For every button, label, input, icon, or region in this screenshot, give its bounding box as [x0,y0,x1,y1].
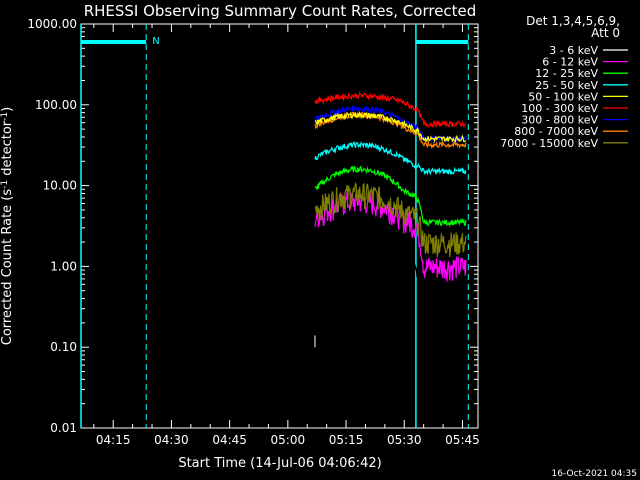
night-label: N [152,36,159,47]
series-line [314,110,466,144]
y-tick-label: 10.00 [43,179,77,193]
series-line [314,181,467,258]
legend-label: 6 - 12 keV [542,56,598,69]
legend-label: 300 - 800 keV [521,114,598,127]
x-tick-label: 05:45 [445,433,480,447]
y-axis-label-mid: detector [0,120,15,180]
legend-label: 12 - 25 keV [535,67,598,80]
y-axis-label-end: ) [0,107,15,112]
footer-date: 16-Oct-2021 04:35 [552,469,637,479]
x-tick-label: 05:15 [329,433,364,447]
x-axis-label: Start Time (14-Jul-06 04:06:42) [178,456,381,471]
x-tick-label: 04:30 [154,433,189,447]
y-tick-label: 1.00 [50,259,77,273]
chart-title: RHESSI Observing Summary Count Rates, Co… [84,2,477,20]
x-tick-label: 04:45 [212,433,247,447]
legend-header-detectors: Det 1,3,4,5,6,9, [526,14,620,28]
legend-label: 50 - 100 keV [528,90,598,103]
series-line [314,165,467,228]
x-tick-label: 05:30 [387,433,422,447]
y-tick-label: 100.00 [35,98,77,112]
y-axis: 0.01 0.10 1.00 10.00 100.00 1000.00 [27,17,478,435]
series-line [314,141,467,176]
legend-label: 800 - 7000 keV [514,125,598,138]
y-tick-label: 0.01 [50,421,77,435]
y-tick-label: 1000.00 [27,17,77,31]
x-axis: 04:15 04:30 04:45 05:00 05:15 05:30 05:45 [93,24,480,447]
data-series [314,91,467,348]
y-axis-label-sup1: -1 [0,180,10,189]
y-tick-label: 0.10 [50,340,77,354]
legend-label: 100 - 300 keV [521,102,598,115]
y-axis-label-main: Corrected Count Rate (s [0,189,15,346]
series-line [314,91,467,129]
y-axis-label: Corrected Count Rate (s-1 detector-1) [0,107,15,345]
legend-label: 25 - 50 keV [535,79,598,92]
x-tick-label: 04:15 [96,433,131,447]
y-axis-label-sup2: -1 [0,112,10,121]
legend-header-attenuator: Att 0 [591,26,620,40]
x-tick-label: 05:00 [271,433,306,447]
legend-label: 3 - 6 keV [549,44,598,57]
legend-label: 7000 - 15000 keV [500,137,598,150]
